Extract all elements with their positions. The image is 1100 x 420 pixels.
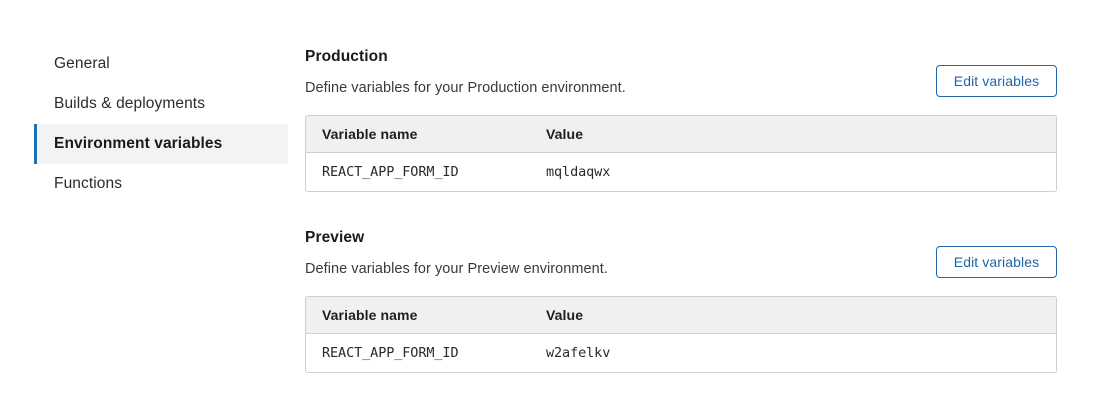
- section-description: Define variables for your Preview enviro…: [305, 260, 608, 277]
- sidebar-item-label: General: [54, 55, 110, 72]
- column-header-variable-name: Variable name: [322, 307, 418, 323]
- column-header-value: Value: [546, 307, 584, 323]
- settings-main: Production Define variables for your Pro…: [305, 0, 1057, 373]
- sidebar-item-general[interactable]: General: [34, 44, 288, 84]
- preview-section-header: Preview Define variables for your Previe…: [305, 227, 1057, 283]
- edit-variables-button-preview[interactable]: Edit variables: [936, 246, 1057, 278]
- production-section: Production Define variables for your Pro…: [305, 46, 1057, 192]
- table-row: REACT_APP_FORM_ID mqldaqwx: [306, 153, 1056, 191]
- edit-variables-button-production[interactable]: Edit variables: [936, 65, 1057, 97]
- column-header-value: Value: [546, 126, 584, 142]
- section-title: Preview: [305, 229, 365, 246]
- production-section-header: Production Define variables for your Pro…: [305, 46, 1057, 102]
- settings-sidebar: General Builds & deployments Environment…: [34, 44, 288, 204]
- sidebar-item-builds-deployments[interactable]: Builds & deployments: [34, 84, 288, 124]
- preview-variables-table: Variable name Value REACT_APP_FORM_ID w2…: [305, 296, 1057, 373]
- cell-variable-value: w2afelkv: [546, 345, 611, 361]
- section-description: Define variables for your Production env…: [305, 79, 626, 96]
- table-row: REACT_APP_FORM_ID w2afelkv: [306, 334, 1056, 372]
- column-header-variable-name: Variable name: [322, 126, 418, 142]
- sidebar-item-environment-variables[interactable]: Environment variables: [34, 124, 288, 164]
- table-header-row: Variable name Value: [306, 116, 1056, 153]
- sidebar-item-label: Builds & deployments: [54, 95, 206, 112]
- production-variables-table: Variable name Value REACT_APP_FORM_ID mq…: [305, 115, 1057, 192]
- cell-variable-name: REACT_APP_FORM_ID: [322, 345, 459, 361]
- cell-variable-name: REACT_APP_FORM_ID: [322, 164, 459, 180]
- sidebar-item-label: Environment variables: [54, 135, 223, 152]
- preview-section: Preview Define variables for your Previe…: [305, 227, 1057, 373]
- cell-variable-value: mqldaqwx: [546, 164, 611, 180]
- sidebar-item-functions[interactable]: Functions: [34, 164, 288, 204]
- sidebar-item-label: Functions: [54, 175, 123, 192]
- section-title: Production: [305, 48, 388, 65]
- table-header-row: Variable name Value: [306, 297, 1056, 334]
